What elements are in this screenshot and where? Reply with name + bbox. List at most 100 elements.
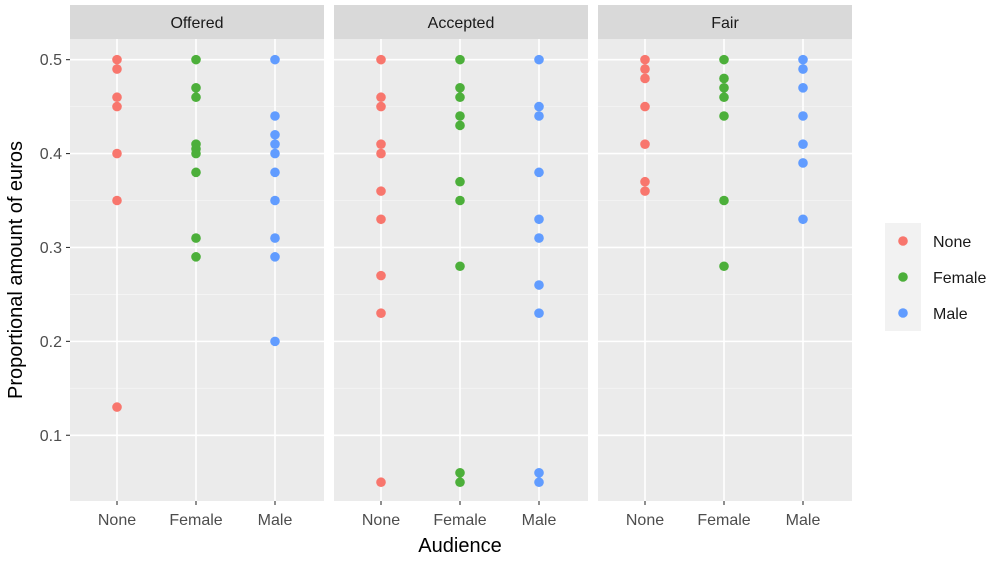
data-point-male [798, 54, 808, 65]
panel-background [70, 39, 324, 501]
data-point-male [534, 101, 544, 112]
data-point-none [376, 139, 386, 149]
data-point-none [376, 186, 386, 196]
y-tick-label: 0.5 [40, 52, 62, 69]
data-point-female [455, 477, 465, 488]
data-point-male [534, 111, 544, 121]
data-point-none [376, 101, 386, 112]
data-point-female [191, 167, 201, 178]
data-point-none [640, 139, 650, 149]
x-tick-label: None [98, 512, 136, 529]
data-point-female [191, 83, 201, 93]
x-tick-label: Male [786, 512, 821, 529]
x-tick-label: Female [697, 512, 750, 529]
data-point-female [191, 54, 201, 65]
data-point-female [719, 261, 729, 272]
data-point-none [376, 270, 386, 281]
data-point-male [534, 214, 544, 225]
data-point-male [270, 139, 280, 149]
data-point-female [719, 92, 729, 103]
data-point-none [640, 186, 650, 196]
data-point-male [798, 83, 808, 93]
data-point-male [798, 139, 808, 149]
data-point-none [376, 148, 386, 159]
data-point-male [534, 233, 544, 243]
data-point-female [719, 111, 729, 121]
y-tick-label: 0.2 [40, 334, 62, 351]
data-point-none [112, 54, 122, 65]
data-point-male [270, 111, 280, 121]
data-point-male [798, 158, 808, 168]
facet-strip [70, 5, 324, 39]
data-point-female [455, 468, 465, 478]
data-point-female [455, 83, 465, 93]
data-point-none [376, 308, 386, 318]
data-point-female [455, 176, 465, 187]
data-point-male [798, 111, 808, 121]
data-point-none [376, 214, 386, 225]
data-point-male [270, 148, 280, 159]
y-tick-label: 0.3 [40, 240, 62, 257]
data-point-female [191, 92, 201, 103]
data-point-female [455, 195, 465, 206]
data-point-female [191, 148, 201, 159]
data-point-female [455, 120, 465, 131]
x-tick-label: Male [258, 512, 293, 529]
data-point-male [534, 54, 544, 65]
data-point-none [112, 64, 122, 74]
data-point-female [719, 83, 729, 93]
data-point-male [534, 280, 544, 290]
data-point-male [270, 167, 280, 178]
legend-swatch-male [898, 308, 908, 318]
data-point-male [270, 129, 280, 140]
data-point-male [798, 214, 808, 225]
x-tick-label: None [626, 512, 664, 529]
data-point-male [270, 336, 280, 347]
facet-strip [598, 5, 852, 39]
data-point-female [191, 233, 201, 243]
data-point-male [270, 233, 280, 243]
legend-label: None [933, 234, 971, 251]
x-tick-label: None [362, 512, 400, 529]
facet-strip [334, 5, 588, 39]
data-point-none [376, 54, 386, 65]
legend-swatch-female [898, 272, 908, 282]
x-tick-label: Male [522, 512, 557, 529]
x-tick-label: Female [433, 512, 486, 529]
legend-swatch-none [898, 236, 908, 246]
facet-strip-label: Offered [170, 15, 223, 32]
data-point-female [719, 54, 729, 65]
data-point-none [640, 64, 650, 74]
data-point-female [455, 92, 465, 103]
data-point-none [640, 73, 650, 84]
data-point-none [640, 101, 650, 112]
facet-panel-fair: Fair None Female Male [598, 5, 852, 529]
facet-panel-offered: Offered None Female Male [70, 5, 324, 529]
facet-strip-label: Accepted [428, 15, 495, 32]
data-point-none [112, 92, 122, 103]
data-point-none [112, 402, 122, 412]
data-point-none [376, 92, 386, 103]
data-point-female [455, 54, 465, 65]
data-point-none [112, 195, 122, 206]
data-point-female [719, 195, 729, 206]
data-point-male [534, 167, 544, 178]
data-point-none [112, 148, 122, 159]
legend: None Female Male [885, 223, 986, 331]
data-point-female [455, 111, 465, 121]
data-point-female [719, 73, 729, 84]
data-point-none [112, 101, 122, 112]
data-point-male [270, 54, 280, 65]
y-tick-label: 0.1 [40, 428, 62, 445]
legend-label: Female [933, 270, 986, 287]
y-axis-title: Proportional amount of euros [5, 141, 27, 399]
data-point-male [534, 308, 544, 318]
data-point-female [191, 252, 201, 262]
data-point-male [798, 64, 808, 74]
data-point-male [270, 252, 280, 262]
data-point-none [640, 54, 650, 65]
legend-label: Male [933, 306, 968, 323]
data-point-none [376, 477, 386, 488]
facet-panel-accepted: Accepted None Female Male [334, 5, 588, 529]
